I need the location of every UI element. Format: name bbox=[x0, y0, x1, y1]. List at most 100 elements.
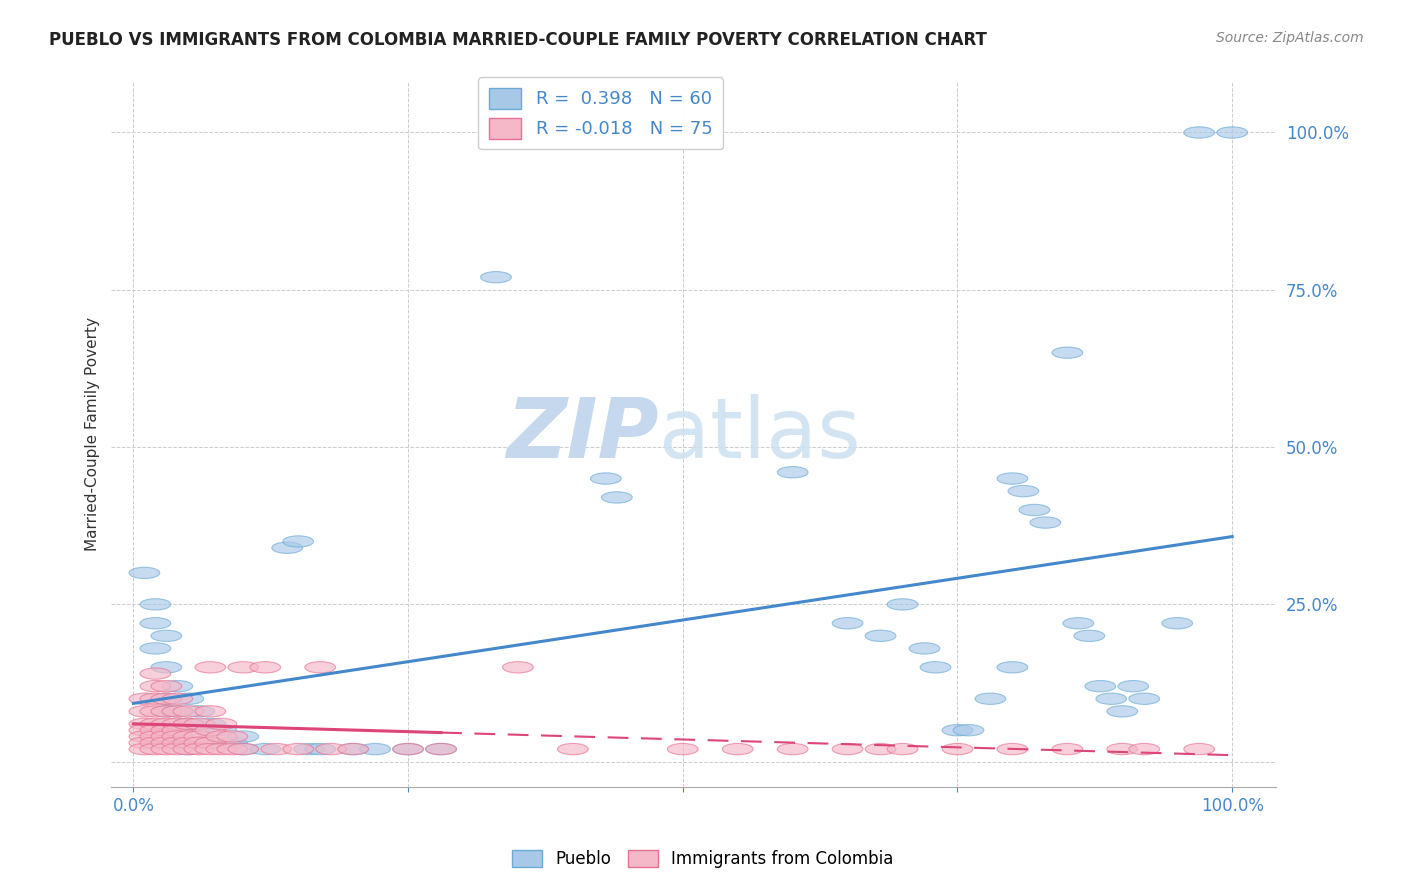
Ellipse shape bbox=[141, 599, 170, 610]
Ellipse shape bbox=[283, 743, 314, 755]
Ellipse shape bbox=[162, 718, 193, 730]
Ellipse shape bbox=[141, 681, 170, 692]
Ellipse shape bbox=[228, 743, 259, 755]
Ellipse shape bbox=[129, 567, 160, 579]
Ellipse shape bbox=[150, 681, 181, 692]
Ellipse shape bbox=[162, 731, 193, 742]
Ellipse shape bbox=[141, 693, 170, 705]
Ellipse shape bbox=[1129, 743, 1160, 755]
Ellipse shape bbox=[129, 737, 160, 748]
Ellipse shape bbox=[184, 706, 215, 717]
Ellipse shape bbox=[162, 693, 193, 705]
Ellipse shape bbox=[129, 718, 160, 730]
Text: Source: ZipAtlas.com: Source: ZipAtlas.com bbox=[1216, 31, 1364, 45]
Ellipse shape bbox=[974, 693, 1005, 705]
Y-axis label: Married-Couple Family Poverty: Married-Couple Family Poverty bbox=[86, 318, 100, 551]
Ellipse shape bbox=[184, 718, 215, 730]
Ellipse shape bbox=[316, 743, 346, 755]
Ellipse shape bbox=[184, 743, 215, 755]
Ellipse shape bbox=[162, 724, 193, 736]
Ellipse shape bbox=[1129, 693, 1160, 705]
Ellipse shape bbox=[129, 706, 160, 717]
Ellipse shape bbox=[920, 662, 950, 673]
Ellipse shape bbox=[778, 467, 808, 478]
Ellipse shape bbox=[184, 731, 215, 742]
Ellipse shape bbox=[162, 681, 193, 692]
Ellipse shape bbox=[141, 743, 170, 755]
Ellipse shape bbox=[250, 743, 281, 755]
Ellipse shape bbox=[129, 743, 160, 755]
Ellipse shape bbox=[195, 737, 226, 748]
Ellipse shape bbox=[668, 743, 699, 755]
Ellipse shape bbox=[141, 737, 170, 748]
Ellipse shape bbox=[250, 662, 281, 673]
Ellipse shape bbox=[360, 743, 391, 755]
Ellipse shape bbox=[865, 630, 896, 641]
Ellipse shape bbox=[910, 643, 939, 654]
Ellipse shape bbox=[228, 662, 259, 673]
Ellipse shape bbox=[173, 693, 204, 705]
Ellipse shape bbox=[392, 743, 423, 755]
Ellipse shape bbox=[294, 743, 325, 755]
Ellipse shape bbox=[173, 743, 204, 755]
Ellipse shape bbox=[1095, 693, 1126, 705]
Ellipse shape bbox=[150, 662, 181, 673]
Ellipse shape bbox=[162, 737, 193, 748]
Ellipse shape bbox=[195, 724, 226, 736]
Ellipse shape bbox=[162, 706, 193, 717]
Ellipse shape bbox=[205, 731, 236, 742]
Ellipse shape bbox=[602, 491, 633, 503]
Ellipse shape bbox=[217, 737, 247, 748]
Text: ZIP: ZIP bbox=[506, 394, 659, 475]
Ellipse shape bbox=[173, 718, 204, 730]
Ellipse shape bbox=[195, 706, 226, 717]
Ellipse shape bbox=[305, 743, 336, 755]
Ellipse shape bbox=[217, 743, 247, 755]
Ellipse shape bbox=[184, 737, 215, 748]
Ellipse shape bbox=[162, 724, 193, 736]
Ellipse shape bbox=[195, 737, 226, 748]
Ellipse shape bbox=[205, 718, 236, 730]
Ellipse shape bbox=[228, 731, 259, 742]
Ellipse shape bbox=[150, 706, 181, 717]
Ellipse shape bbox=[305, 662, 336, 673]
Ellipse shape bbox=[150, 630, 181, 641]
Ellipse shape bbox=[426, 743, 457, 755]
Ellipse shape bbox=[997, 743, 1028, 755]
Ellipse shape bbox=[217, 731, 247, 742]
Ellipse shape bbox=[141, 706, 170, 717]
Ellipse shape bbox=[887, 743, 918, 755]
Ellipse shape bbox=[141, 643, 170, 654]
Ellipse shape bbox=[942, 724, 973, 736]
Ellipse shape bbox=[392, 743, 423, 755]
Ellipse shape bbox=[778, 743, 808, 755]
Ellipse shape bbox=[865, 743, 896, 755]
Ellipse shape bbox=[997, 662, 1028, 673]
Ellipse shape bbox=[141, 718, 170, 730]
Ellipse shape bbox=[1216, 127, 1247, 138]
Ellipse shape bbox=[141, 617, 170, 629]
Ellipse shape bbox=[887, 599, 918, 610]
Ellipse shape bbox=[150, 693, 181, 705]
Ellipse shape bbox=[150, 743, 181, 755]
Ellipse shape bbox=[129, 731, 160, 742]
Ellipse shape bbox=[1184, 743, 1215, 755]
Ellipse shape bbox=[271, 542, 302, 553]
Ellipse shape bbox=[141, 724, 170, 736]
Ellipse shape bbox=[1184, 127, 1215, 138]
Ellipse shape bbox=[832, 743, 863, 755]
Ellipse shape bbox=[337, 743, 368, 755]
Ellipse shape bbox=[184, 731, 215, 742]
Ellipse shape bbox=[832, 617, 863, 629]
Ellipse shape bbox=[162, 737, 193, 748]
Ellipse shape bbox=[1107, 706, 1137, 717]
Ellipse shape bbox=[205, 743, 236, 755]
Ellipse shape bbox=[173, 737, 204, 748]
Ellipse shape bbox=[150, 737, 181, 748]
Text: PUEBLO VS IMMIGRANTS FROM COLOMBIA MARRIED-COUPLE FAMILY POVERTY CORRELATION CHA: PUEBLO VS IMMIGRANTS FROM COLOMBIA MARRI… bbox=[49, 31, 987, 49]
Ellipse shape bbox=[228, 743, 259, 755]
Ellipse shape bbox=[591, 473, 621, 484]
Ellipse shape bbox=[1085, 681, 1116, 692]
Ellipse shape bbox=[1107, 743, 1137, 755]
Ellipse shape bbox=[1019, 504, 1050, 516]
